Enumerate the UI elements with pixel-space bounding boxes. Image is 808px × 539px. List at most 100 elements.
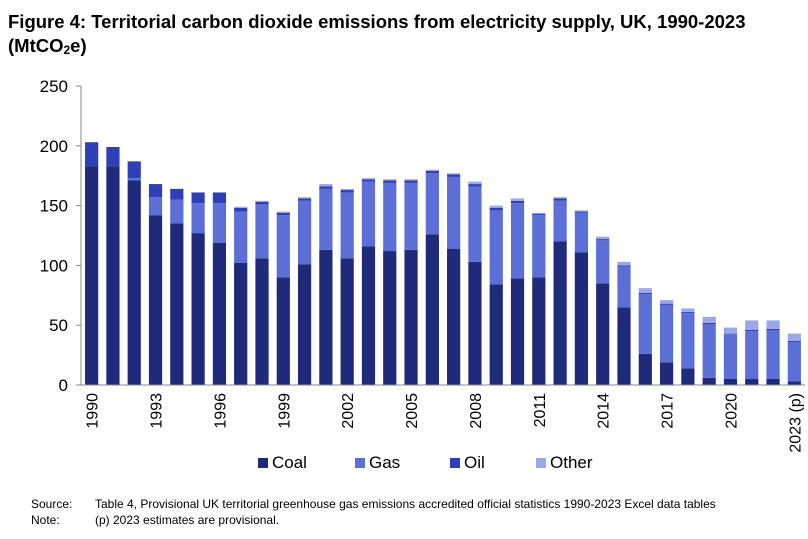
bar-coal-2023p <box>788 381 801 385</box>
bar-oil-1998 <box>255 202 268 204</box>
bar-other-2012 <box>554 197 567 198</box>
bar-oil-2016 <box>639 293 652 294</box>
legend-swatch-oil <box>450 458 460 468</box>
bar-gas-2003 <box>362 182 375 247</box>
bar-gas-1993 <box>149 197 162 215</box>
bar-coal-2001 <box>319 250 332 385</box>
y-tick-label: 0 <box>59 376 68 395</box>
bar-coal-2003 <box>362 246 375 385</box>
bar-other-2006 <box>426 170 439 171</box>
bar-other-2019 <box>703 317 716 323</box>
x-tick-label: 2014 <box>596 393 613 429</box>
bar-gas-2020 <box>724 334 737 379</box>
bar-other-2000 <box>298 197 311 198</box>
bar-coal-1991 <box>106 166 119 385</box>
bar-coal-1996 <box>213 243 226 385</box>
bar-oil-1991 <box>106 147 119 166</box>
bar-oil-2023p <box>788 341 801 342</box>
bar-coal-2008 <box>468 262 481 385</box>
bar-oil-2001 <box>319 186 332 188</box>
bar-coal-2016 <box>639 354 652 385</box>
bar-coal-2006 <box>426 234 439 385</box>
bar-coal-2018 <box>681 368 694 385</box>
bar-oil-2013 <box>575 212 588 213</box>
bar-coal-1999 <box>277 277 290 385</box>
bar-other-2013 <box>575 210 588 211</box>
bar-gas-2008 <box>468 186 481 261</box>
bar-coal-1992 <box>128 180 141 385</box>
x-tick-label: 1996 <box>212 393 229 429</box>
bar-coal-2009 <box>490 285 503 385</box>
x-tick-label: 2023 (p) <box>787 393 804 453</box>
note-label: Note: <box>31 512 95 528</box>
bar-coal-2017 <box>660 362 673 385</box>
bar-coal-2013 <box>575 252 588 385</box>
stacked-bar-chart: 0 50 100 150 200 250 1990 1993 1996 1999 2002 2005… <box>0 0 808 490</box>
bar-coal-2011 <box>532 277 545 385</box>
bar-oil-2018 <box>681 312 694 313</box>
bar-coal-2022 <box>766 379 779 385</box>
y-tick-label: 50 <box>49 316 68 335</box>
bar-gas-2006 <box>426 173 439 234</box>
bar-gas-2019 <box>703 324 716 378</box>
bar-oil-2011 <box>532 214 545 215</box>
bar-gas-2023p <box>788 342 801 381</box>
bar-coal-2004 <box>383 251 396 385</box>
bar-other-2018 <box>681 308 694 312</box>
legend-label-coal: Coal <box>272 453 307 472</box>
bar-oil-2005 <box>404 180 417 182</box>
x-tick-label: 1993 <box>149 393 166 429</box>
bar-coal-1997 <box>234 263 247 385</box>
bar-oil-2010 <box>511 201 524 203</box>
bar-oil-1999 <box>277 213 290 215</box>
legend-swatch-other <box>536 458 546 468</box>
bar-gas-2014 <box>596 240 609 283</box>
bar-gas-2002 <box>341 192 354 258</box>
bar-oil-1990 <box>85 142 98 166</box>
bar-oil-2009 <box>490 208 503 210</box>
bar-gas-2001 <box>319 189 332 250</box>
bar-gas-2009 <box>490 210 503 284</box>
bar-oil-2008 <box>468 184 481 186</box>
bar-gas-2022 <box>766 330 779 379</box>
bar-other-2001 <box>319 184 332 186</box>
bar-coal-1994 <box>170 224 183 385</box>
note-text: (p) 2023 estimates are provisional. <box>95 513 279 527</box>
bar-coal-2019 <box>703 378 716 385</box>
bar-gas-2000 <box>298 201 311 264</box>
legend-swatch-gas <box>355 458 365 468</box>
y-tick-label: 250 <box>40 77 68 96</box>
bar-other-2010 <box>511 198 524 200</box>
source-text: Table 4, Provisional UK territorial gree… <box>95 497 716 511</box>
y-tick-label: 100 <box>40 256 68 275</box>
bar-other-2023p <box>788 334 801 341</box>
bar-gas-2004 <box>383 183 396 251</box>
bar-other-1998 <box>255 201 268 202</box>
bar-oil-2021 <box>745 330 758 331</box>
bar-oil-2017 <box>660 304 673 305</box>
bar-oil-2022 <box>766 329 779 330</box>
x-tick-label: 2011 <box>532 393 549 428</box>
bar-oil-1993 <box>149 184 162 197</box>
x-tick-label: 1999 <box>276 393 293 429</box>
bar-oil-2014 <box>596 239 609 240</box>
bar-coal-2007 <box>447 249 460 385</box>
note-line: Note: (p) 2023 estimates are provisional. <box>31 512 716 528</box>
bar-oil-2019 <box>703 323 716 324</box>
bar-gas-2013 <box>575 213 588 252</box>
bar-oil-2002 <box>341 190 354 192</box>
axes <box>81 86 805 385</box>
x-tick-label: 2017 <box>660 393 677 429</box>
footnotes: Source: Table 4, Provisional UK territori… <box>31 496 716 528</box>
bar-coal-1998 <box>255 258 268 385</box>
bar-other-2005 <box>404 179 417 180</box>
x-tick-label: 2020 <box>723 393 740 429</box>
bar-area <box>85 142 801 385</box>
bar-other-2014 <box>596 237 609 239</box>
bar-gas-2015 <box>617 267 630 308</box>
bar-other-2007 <box>447 173 460 174</box>
source-line: Source: Table 4, Provisional UK territori… <box>31 496 716 512</box>
y-tick-label: 200 <box>40 137 68 156</box>
bar-coal-2021 <box>745 379 758 385</box>
x-tick-label: 1990 <box>85 393 102 429</box>
